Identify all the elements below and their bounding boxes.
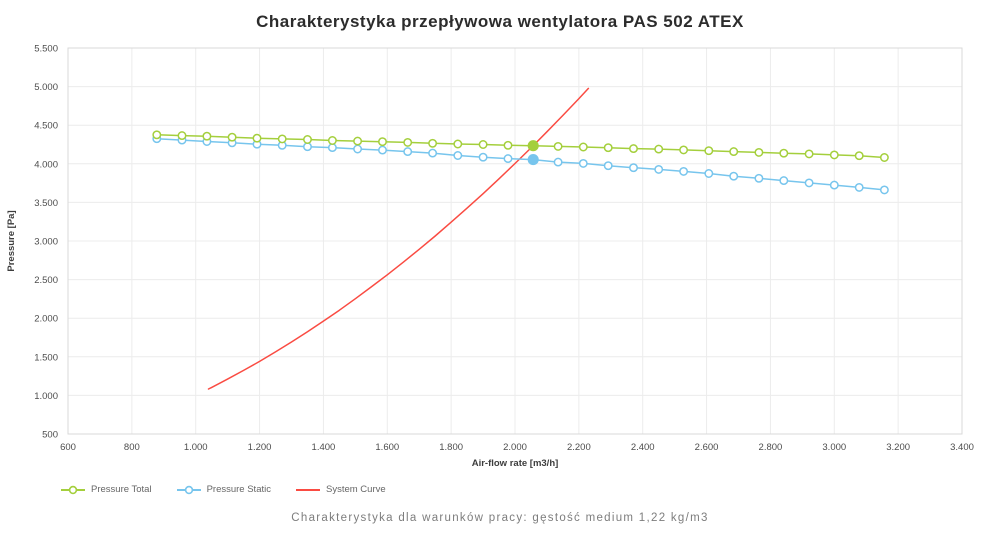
pressure-total-marker — [152, 130, 162, 140]
pressure-static-marker — [578, 158, 588, 168]
pressure-static-marker — [403, 147, 413, 157]
legend-item-pressure-static[interactable]: Pressure Static — [176, 484, 271, 495]
legend-marker-icon — [61, 485, 85, 494]
operating-point-marker — [527, 140, 539, 152]
pressure-static-marker — [779, 176, 789, 186]
pressure-static-marker — [829, 180, 839, 190]
pressure-total-marker — [378, 137, 387, 147]
system-curve-line — [207, 87, 590, 390]
pressure-static-marker — [478, 152, 488, 162]
pressure-total-marker — [553, 141, 563, 151]
y-tick-label: 3.000 — [34, 237, 58, 248]
pressure-total-marker — [453, 139, 463, 149]
legend-marker-icon — [295, 488, 320, 491]
pressure-static-marker — [629, 163, 638, 173]
x-tick-label: 1.200 — [248, 442, 272, 453]
x-tick-label: 3.000 — [822, 442, 846, 453]
y-tick-label: 4.500 — [34, 121, 58, 132]
pressure-total-marker — [779, 148, 789, 158]
y-axis-title: Pressure [Pa] — [6, 210, 17, 271]
pressure-static-marker — [754, 173, 764, 183]
pressure-total-marker — [704, 146, 714, 156]
legend-marker-icon — [176, 485, 201, 494]
pressure-total-marker — [303, 135, 312, 144]
x-tick-label: 2.200 — [567, 442, 591, 453]
pressure-total-marker — [353, 136, 363, 146]
x-tick-label: 3.400 — [950, 442, 974, 453]
y-tick-label: 2.500 — [34, 275, 58, 286]
pressure-static-marker — [503, 154, 513, 164]
pressure-total-line — [156, 134, 886, 159]
y-tick-label: 500 — [42, 430, 58, 441]
pressure-static-marker — [603, 161, 613, 171]
operating-point-marker — [527, 154, 539, 166]
pressure-total-marker — [277, 134, 287, 144]
pressure-total-marker — [829, 150, 839, 160]
x-tick-label: 2.000 — [503, 442, 527, 453]
pressure-total-marker — [654, 144, 664, 154]
chart-legend: Pressure Total Pressure Static System Curv… — [60, 484, 386, 495]
pressure-total-marker — [503, 140, 513, 150]
pressure-total-marker — [804, 149, 814, 159]
pressure-total-marker — [403, 137, 413, 147]
pressure-total-marker — [729, 147, 739, 157]
pressure-static-marker — [804, 178, 814, 188]
legend-item-system-curve[interactable]: System Curve — [295, 484, 386, 495]
legend-label: System Curve — [325, 484, 386, 495]
x-tick-label: 800 — [124, 442, 140, 453]
plot-area-border — [67, 47, 963, 435]
pressure-static-marker — [428, 148, 438, 158]
pressure-total-marker — [327, 136, 337, 145]
pressure-total-marker — [177, 131, 187, 141]
chart-subtitle: Charakterystyka dla warunków pracy: gęst… — [291, 512, 709, 524]
pressure-static-marker — [353, 144, 363, 154]
x-tick-label: 600 — [60, 442, 76, 453]
legend-label: Pressure Total — [91, 484, 152, 495]
pressure-static-marker — [729, 171, 739, 181]
y-tick-label: 4.000 — [34, 159, 58, 170]
pressure-total-marker — [679, 145, 689, 155]
x-tick-label: 1.600 — [375, 442, 399, 453]
legend-label: Pressure Static — [206, 484, 271, 495]
pressure-static-marker — [327, 143, 337, 153]
x-tick-label: 2.600 — [695, 442, 719, 453]
pressure-total-marker — [603, 143, 613, 153]
pressure-total-marker — [854, 151, 864, 161]
pressure-static-marker — [704, 169, 714, 178]
x-tick-label: 2.800 — [759, 442, 783, 453]
y-tick-label: 1.000 — [34, 391, 58, 402]
pressure-static-marker — [453, 151, 463, 160]
pressure-total-marker — [252, 133, 262, 143]
x-tick-label: 1.800 — [439, 442, 463, 453]
y-tick-label: 3.500 — [34, 198, 58, 209]
y-tick-label: 2.000 — [34, 314, 58, 325]
pressure-total-marker — [202, 131, 212, 141]
pressure-total-marker — [227, 132, 237, 142]
x-tick-label: 2.400 — [631, 442, 655, 453]
pressure-total-marker — [428, 138, 438, 148]
pressure-static-marker — [303, 142, 312, 152]
x-tick-label: 1.000 — [184, 442, 208, 453]
x-tick-label: 1.400 — [312, 442, 336, 453]
pressure-static-marker — [553, 157, 563, 167]
legend-item-pressure-total[interactable]: Pressure Total — [60, 484, 152, 495]
pressure-static-marker — [378, 145, 387, 155]
chart-svg: 600 800 1.000 1.200 1.400 1.600 1.800 2.000 2.20… — [6, 44, 974, 470]
chart-title: Charakterystyka przepływowa wentylatora … — [256, 12, 744, 31]
pressure-total-marker — [754, 147, 764, 157]
pressure-total-marker — [629, 144, 638, 154]
pressure-total-marker — [578, 142, 588, 152]
pressure-total-marker — [478, 140, 488, 149]
x-tick-label: 3.200 — [886, 442, 910, 453]
pressure-static-marker — [854, 182, 864, 192]
y-tick-label: 1.500 — [34, 352, 58, 363]
x-axis-title: Air-flow rate [m3/h] — [472, 458, 559, 469]
y-tick-label: 5.500 — [34, 44, 58, 55]
pressure-static-marker — [654, 164, 664, 174]
y-tick-label: 5.000 — [34, 82, 58, 93]
pressure-static-marker — [879, 185, 889, 195]
pressure-static-marker — [679, 166, 689, 176]
pressure-total-marker — [879, 153, 889, 162]
